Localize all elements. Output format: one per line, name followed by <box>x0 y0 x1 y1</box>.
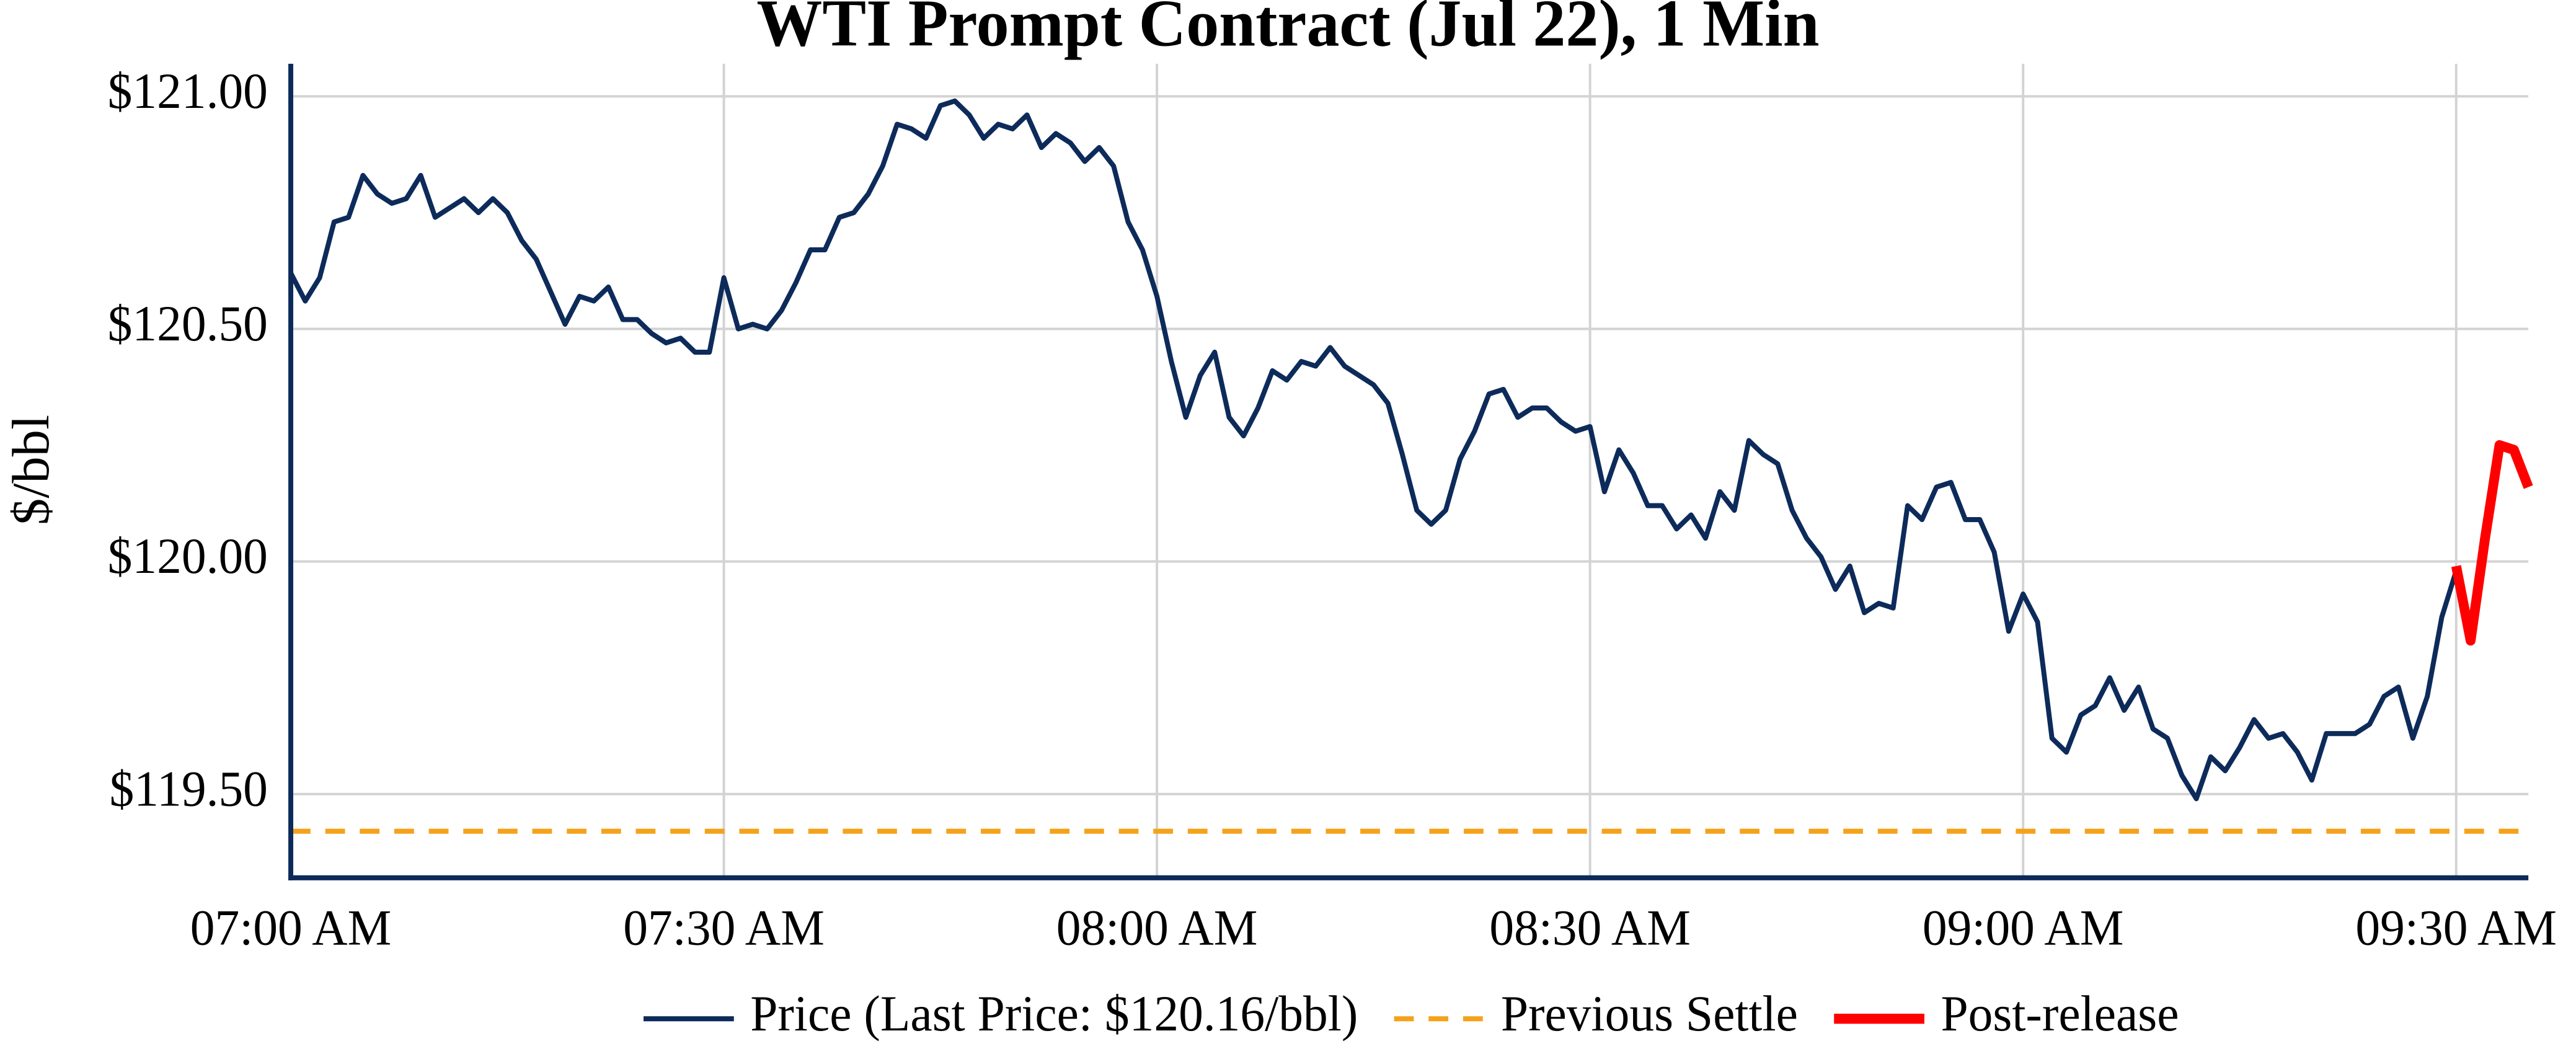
price-line <box>2451 440 2533 646</box>
y-axis-label: $/bbl <box>2 415 60 525</box>
legend-label: Post-release <box>1941 986 2179 1042</box>
y-tick-label: $119.50 <box>110 761 268 817</box>
y-tick-label: $120.00 <box>108 528 268 584</box>
x-tick-label: 08:30 AM <box>1489 900 1691 956</box>
x-tick-label: 09:00 AM <box>1923 900 2124 956</box>
x-tick-label: 07:30 AM <box>623 900 825 956</box>
y-tick-label: $120.50 <box>108 296 268 352</box>
legend-label: Previous Settle <box>1501 986 1798 1042</box>
x-tick-label: 09:30 AM <box>2355 900 2557 956</box>
price-line <box>288 98 2459 802</box>
chart-title: WTI Prompt Contract (Jul 22), 1 Min <box>756 0 1819 61</box>
legend-label: Price (Last Price: $120.16/bbl) <box>750 986 1358 1042</box>
x-tick-label: 08:00 AM <box>1056 900 1258 956</box>
x-tick-label: 07:00 AM <box>190 900 392 956</box>
y-tick-label: $121.00 <box>108 63 268 119</box>
